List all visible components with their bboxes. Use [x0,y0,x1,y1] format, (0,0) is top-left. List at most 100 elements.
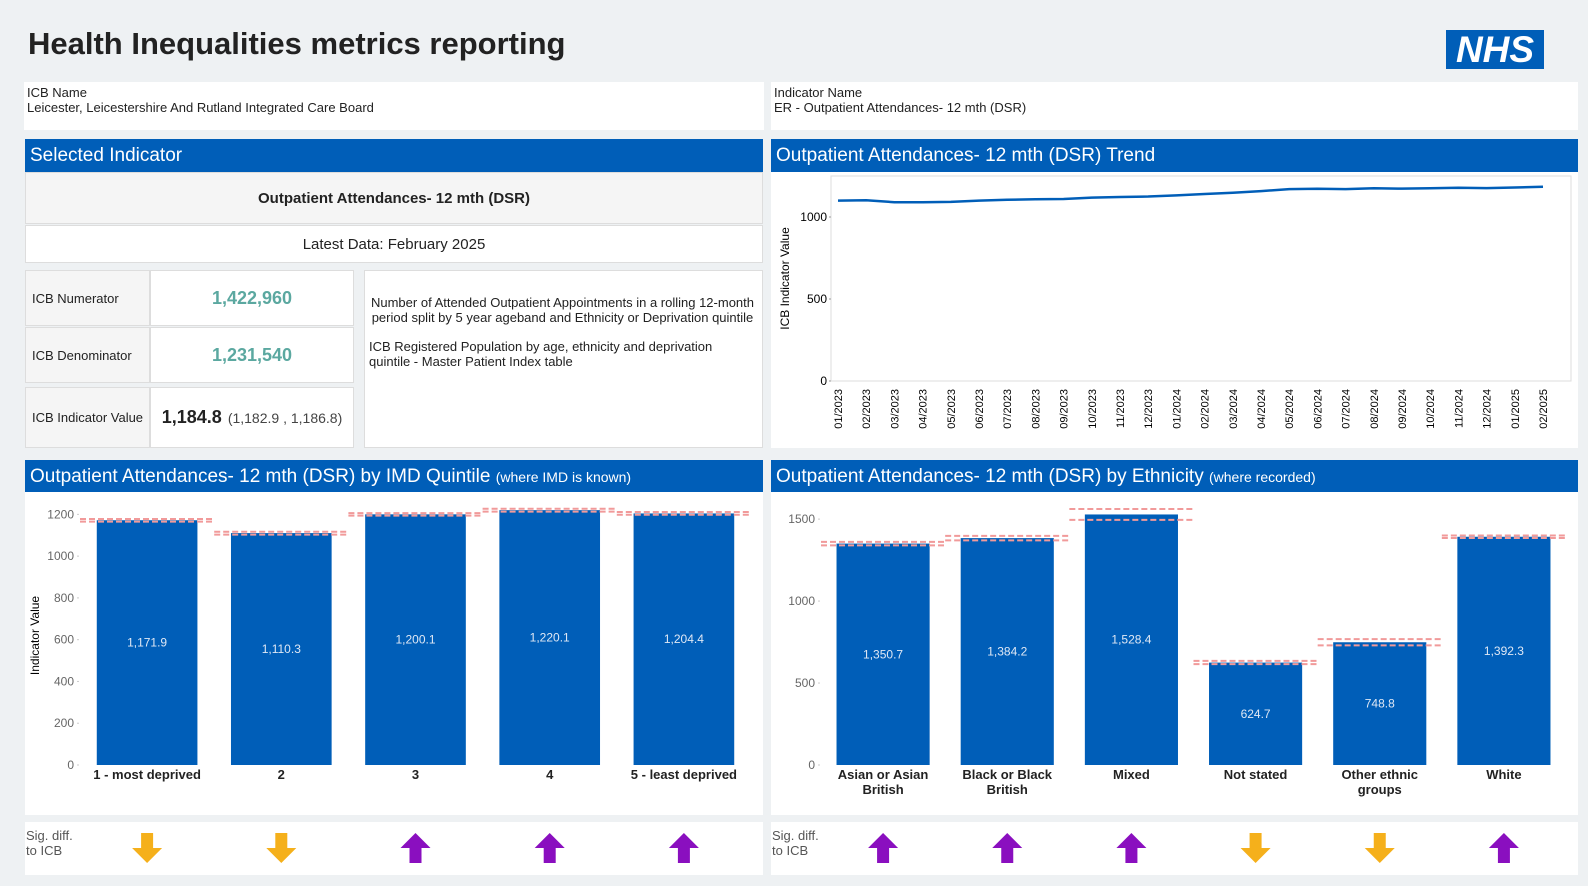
chart-heading: Outpatient Attendances- 12 mth (DSR) by … [771,460,1578,493]
chart-subtitle: (where recorded) [1209,469,1316,485]
sig-arrow [668,833,699,863]
x-tick-label: Not stated [1223,767,1288,782]
x-tick-label: 07/2023 [1002,389,1014,429]
sig-arrow [992,833,1023,863]
x-tick-label: Black or Black British [962,767,1053,797]
bar [96,520,198,765]
x-tick-label: 3 [411,767,420,782]
description: Number of Attended Outpatient Appointmen… [364,270,763,448]
x-tick-label: 03/2023 [889,389,901,429]
x-tick-label: 02/2025 [1538,389,1550,429]
value-label: 1,350.7 [863,647,903,661]
x-tick-label-box: Mixed [1112,767,1150,782]
row-value: 1,231,540 [150,327,354,383]
bar [1457,536,1551,765]
trend-line [837,185,1544,204]
value-label: 1,392.3 [1484,644,1524,658]
value-label: 1,204.4 [664,632,704,646]
chart-subtitle: (where IMD is known) [495,469,632,485]
ethnicity-chart: 0 500 1000 1500 Sig. diff. to ICB 1,350.7 Asia… [771,492,1578,875]
row-value: 1,184.8 [161,407,222,427]
value-label: 1,110.3 [262,642,301,656]
x-tick-label: 01/2023 [833,389,845,429]
x-tick-label: 03/2024 [1228,389,1240,429]
indicator-info: Indicator Name ER - Outpatient Attendanc… [771,82,1578,130]
y-tick-label: 0 [808,758,815,772]
y-tick-label: 0 [820,374,827,388]
y-tick-label: 200 [54,716,74,730]
y-tick-label: 800 [54,591,74,605]
row-value-box: 1,184.8 (1,182.9 , 1,186.8) [150,387,354,448]
bar [230,533,332,765]
value-label: 748.8 [1365,697,1395,711]
value-label: 1,528.4 [1111,633,1151,647]
x-tick-label: 09/2024 [1397,389,1409,429]
y-axis-label: Indicator Value [28,596,42,675]
bar [836,543,930,765]
chart-heading: Outpatient Attendances- 12 mth (DSR) by … [25,460,763,493]
x-tick-label: Asian or Asian British [837,767,929,797]
sig-background [771,822,1578,875]
x-tick-label: White [1486,767,1522,782]
x-tick-label-box: 4 [546,767,554,782]
x-tick-label: 09/2023 [1059,389,1071,429]
y-tick-label: 500 [795,676,815,690]
description-text: ICB Registered Population by age, ethnic… [369,339,713,369]
x-tick-label-box: Asian or Asian British [837,767,929,797]
x-tick-label: 11/2023 [1115,389,1127,428]
x-tick-label: 08/2024 [1369,389,1381,429]
x-tick-label: 06/2023 [974,389,986,429]
chart-title: Outpatient Attendances- 12 mth (DSR) by … [30,466,491,487]
row-interval: (1,182.9 , 1,186.8) [227,409,343,426]
x-tick-label: 4 [546,767,554,782]
chart-title: Outpatient Attendances- 12 mth (DSR) Tre… [771,139,1578,172]
sig-label: Sig. diff. to ICB [772,828,819,858]
sig-arrow [266,833,297,863]
sig-arrow [868,833,899,863]
sig-arrow [1364,833,1395,863]
value-label: 1,171.9 [127,636,167,650]
x-tick-label: 04/2023 [918,389,930,429]
value-label: 1,220.1 [530,631,570,645]
bar [499,510,601,765]
y-tick-label: 1000 [788,594,815,608]
row-label: ICB Indicator Value [25,387,150,448]
sig-arrow [1116,833,1147,863]
x-tick-label: 06/2024 [1312,389,1324,429]
x-tick-label: 01/2024 [1171,389,1183,429]
x-tick-label: 05/2024 [1284,389,1296,429]
x-tick-label: 10/2024 [1425,389,1437,429]
bar [633,513,735,765]
x-tick-label: 02/2023 [861,389,873,429]
indicator-label: Indicator Name [774,85,863,100]
y-tick-label: 1500 [788,512,815,526]
x-tick-label: 07/2024 [1341,389,1353,429]
selected-heading: Selected Indicator [25,139,763,172]
icb-name: Leicester, Leicestershire And Rutland In… [27,100,374,115]
sig-label-box: Sig. diff. to ICB [26,828,73,858]
plot-area [830,175,1572,382]
sig-arrow [534,833,565,863]
x-tick-label-box: 2 [278,767,285,782]
chart-title: Outpatient Attendances- 12 mth (DSR) by … [776,466,1204,487]
x-tick-label: Other ethnic groups [1341,767,1419,797]
y-tick-label: 1200 [47,507,74,521]
sig-label-box: Sig. diff. to ICB [772,828,819,858]
page-title: Health Inequalities metrics reporting [28,26,566,61]
y-tick-label: 600 [54,633,74,647]
row-label: ICB Denominator [25,327,150,383]
y-tick-label: 500 [807,292,827,306]
sig-arrow [1240,833,1271,863]
imd-chart: 0 200 400 600 800 1000 1200 Indicator Value Sig.… [25,492,763,875]
x-tick-label-box: Not stated [1223,767,1288,782]
x-tick-label: 05/2023 [946,389,958,429]
trend-chart: 0 500 1000 ICB Indicator Value 01/2023 02/202… [771,172,1578,448]
y-tick-label: 1000 [800,210,827,224]
y-tick-label: 0 [67,758,74,772]
indicator-name: ER - Outpatient Attendances- 12 mth (DSR… [774,100,1027,115]
icb-label: ICB Name [27,85,87,100]
x-tick-label: Mixed [1112,767,1150,782]
x-tick-label: 10/2023 [1087,389,1099,429]
sig-arrow [400,833,431,863]
